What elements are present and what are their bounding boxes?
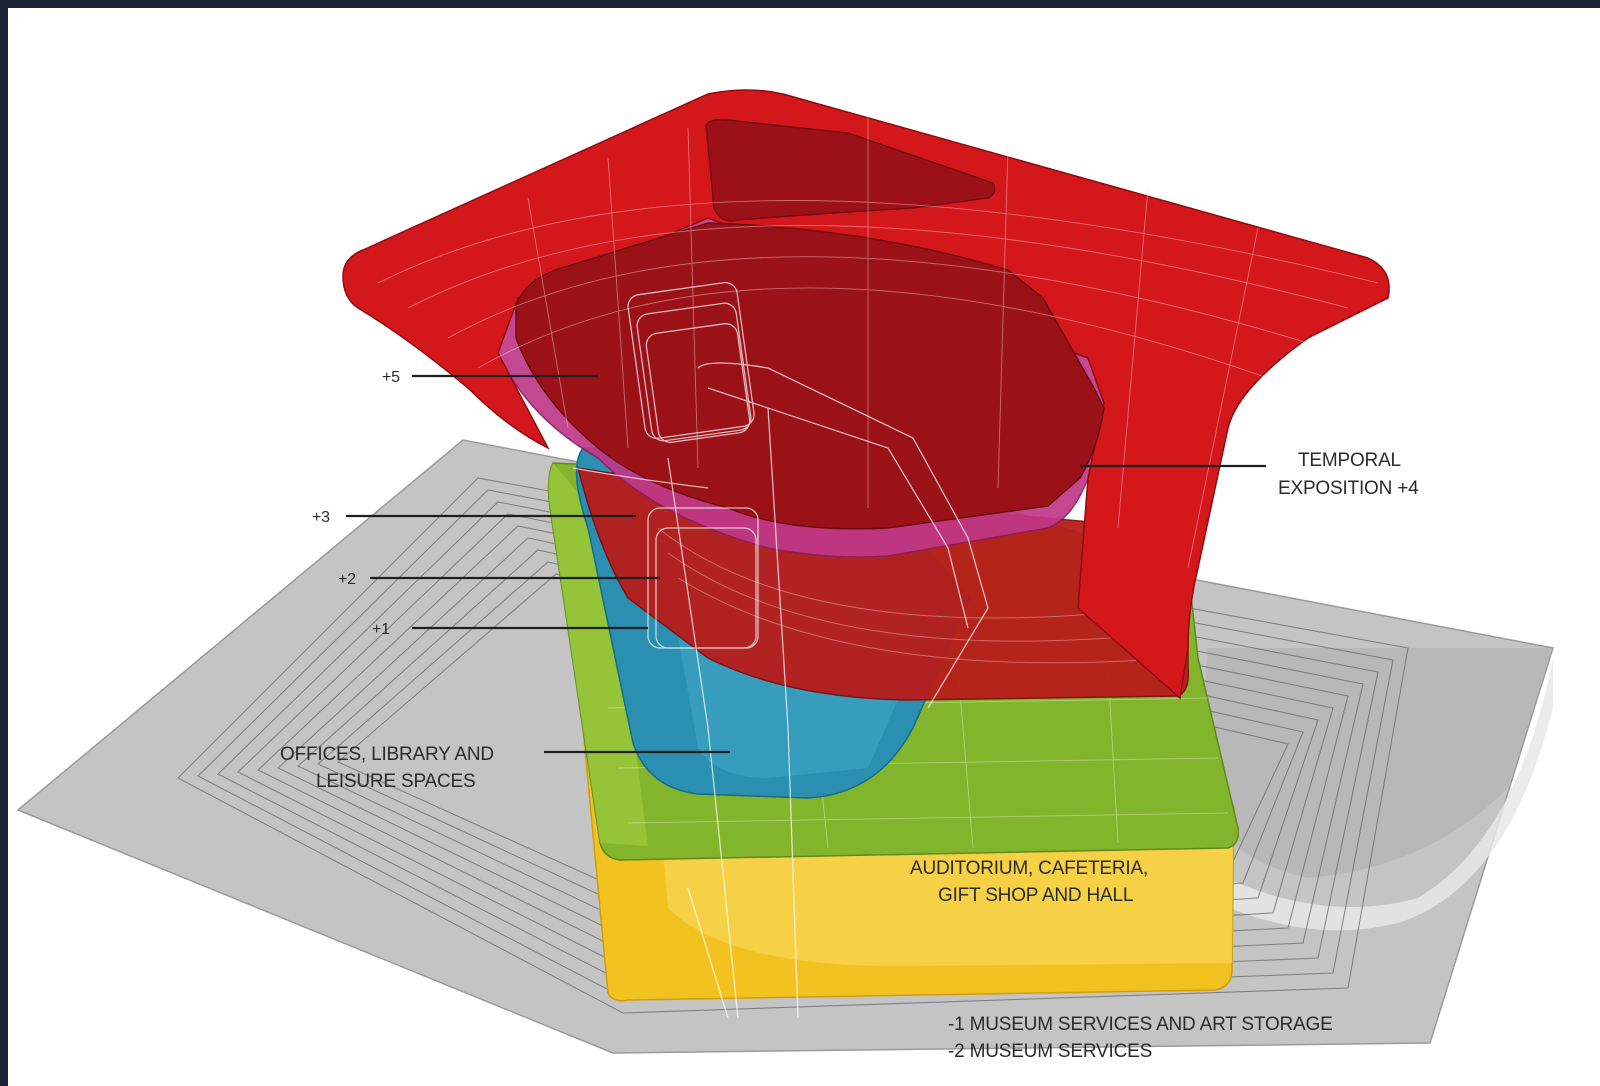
label-auditorium-line2: GIFT SHOP AND HALL — [938, 885, 1133, 906]
site-shadow — [1198, 648, 1553, 878]
label-basement-line2: -2 MUSEUM SERVICES — [948, 1041, 1152, 1062]
label-level-plus1: +1 — [372, 621, 390, 638]
top-canopy — [342, 89, 1390, 700]
mid-red-rings — [657, 527, 1174, 664]
label-level-plus3: +3 — [312, 509, 330, 526]
label-basement-line1: -1 MUSEUM SERVICES AND ART STORAGE — [948, 1014, 1333, 1035]
canopy-wireframe — [377, 118, 1379, 569]
label-auditorium-line1: AUDITORIUM, CAFETERIA, — [910, 858, 1148, 879]
leader-lines — [346, 374, 1266, 754]
green-volume-shade — [548, 463, 648, 846]
top-red-canopy — [342, 89, 1390, 700]
diagram-canvas: +5 +3 +2 +1 TEMPORAL EXPOSITION +4 OFFIC… — [8, 8, 1600, 1086]
top-canopy-dark-well — [515, 222, 1105, 530]
internal-wireframe — [572, 281, 989, 1019]
museum-program-section-diagram: +5 +3 +2 +1 TEMPORAL EXPOSITION +4 OFFIC… — [16, 89, 1554, 1062]
label-temporal-line1: TEMPORAL — [1298, 450, 1401, 471]
yellow-plinth-face — [663, 848, 1233, 967]
labels: +5 +3 +2 +1 TEMPORAL EXPOSITION +4 OFFIC… — [280, 369, 1419, 1062]
label-offices-line1: OFFICES, LIBRARY AND — [280, 744, 494, 765]
label-temporal-line2: EXPOSITION +4 — [1278, 478, 1419, 499]
top-canopy-skylight — [705, 118, 996, 222]
label-offices-line2: LEISURE SPACES — [316, 771, 475, 792]
label-level-plus5: +5 — [382, 369, 400, 386]
label-level-plus2: +2 — [338, 571, 356, 588]
